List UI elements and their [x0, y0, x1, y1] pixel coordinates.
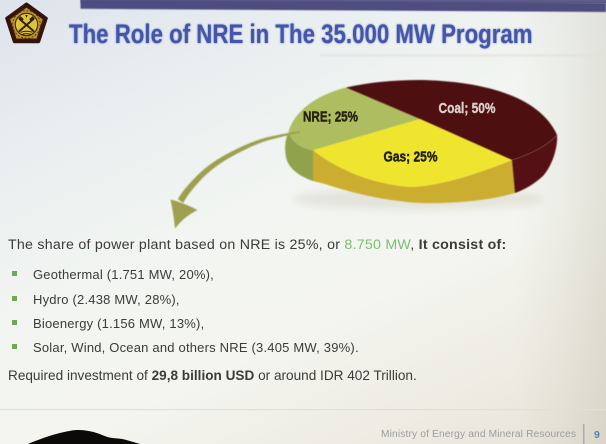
svg-text:Gas; 25%: Gas; 25% — [384, 149, 438, 166]
svg-text:Coal; 50%: Coal; 50% — [439, 101, 496, 117]
svg-text:NRE; 25%: NRE; 25% — [303, 109, 358, 126]
